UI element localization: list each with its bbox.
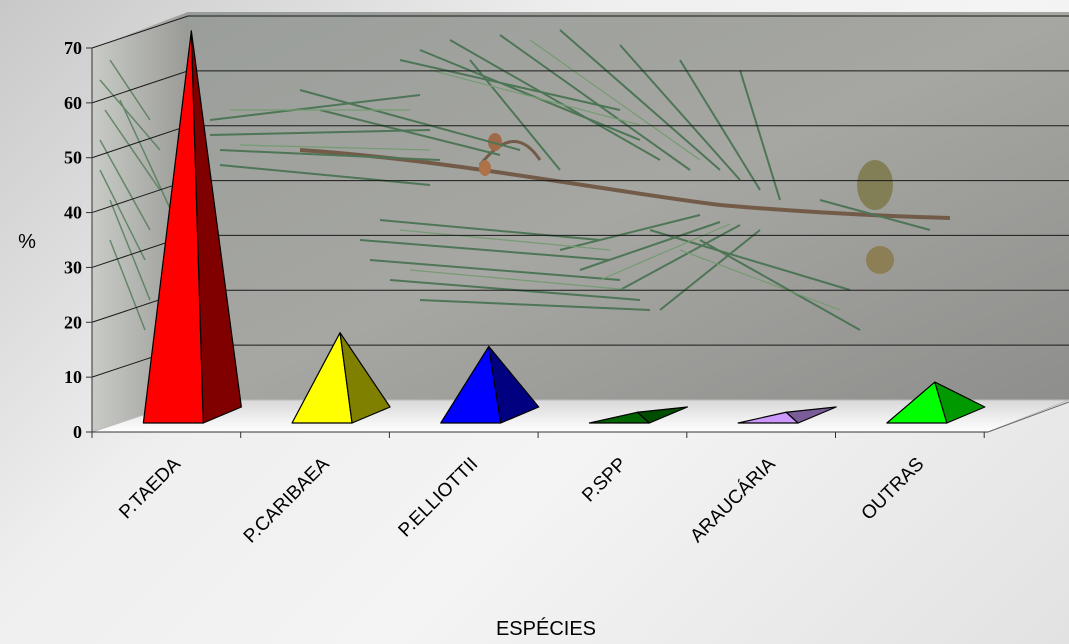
x-tick-label: P.CARIBAEA bbox=[240, 453, 334, 547]
gridline bbox=[91, 15, 1069, 49]
pyramid-side-face bbox=[636, 406, 689, 424]
y-tick-label: 20 bbox=[64, 312, 82, 332]
pyramid-bar bbox=[588, 406, 689, 424]
pyramid-bar bbox=[737, 406, 837, 424]
pyramid-bar bbox=[440, 345, 540, 424]
pyramid-series bbox=[142, 30, 986, 424]
y-tick-label: 0 bbox=[73, 422, 82, 442]
value-axis: 0 10 20 30 40 50 60 70 bbox=[64, 38, 93, 442]
y-tick-label: 50 bbox=[64, 148, 82, 168]
x-tick-label: ARAUCÁRIA bbox=[686, 453, 779, 546]
y-tick-label: 70 bbox=[64, 38, 82, 58]
floor-right-edge bbox=[987, 401, 1069, 433]
pyramid-bar bbox=[291, 332, 391, 424]
pyramid-bar bbox=[142, 30, 242, 424]
x-tick-label: P.SPP bbox=[578, 454, 631, 507]
pyramid-side-face bbox=[339, 332, 391, 424]
pine-branch-picture bbox=[209, 29, 951, 331]
category-labels: P.TAEDA P.CARIBAEA P.ELLIOTTII P.SPP ARAUCÁR… bbox=[91, 431, 988, 547]
pyramid-side-face bbox=[934, 381, 986, 424]
pyramid-bar bbox=[886, 381, 986, 424]
x-tick-label: OUTRAS bbox=[858, 454, 929, 525]
y-axis-title: % bbox=[18, 231, 36, 253]
y-tick-label: 10 bbox=[64, 367, 82, 387]
pyramid-side-face bbox=[488, 345, 540, 424]
x-axis-title: ESPÉCIES bbox=[496, 617, 596, 640]
y-tick-label: 60 bbox=[64, 93, 82, 113]
back-wall bbox=[188, 12, 1069, 400]
pyramid-side-face bbox=[785, 406, 837, 424]
x-tick-label: P.TAEDA bbox=[115, 453, 185, 523]
pyramid-side-face bbox=[190, 30, 242, 424]
y-tick-label: 40 bbox=[64, 203, 82, 223]
x-tick-label: P.ELLIOTTII bbox=[395, 454, 483, 542]
y-tick-label: 30 bbox=[64, 257, 82, 277]
